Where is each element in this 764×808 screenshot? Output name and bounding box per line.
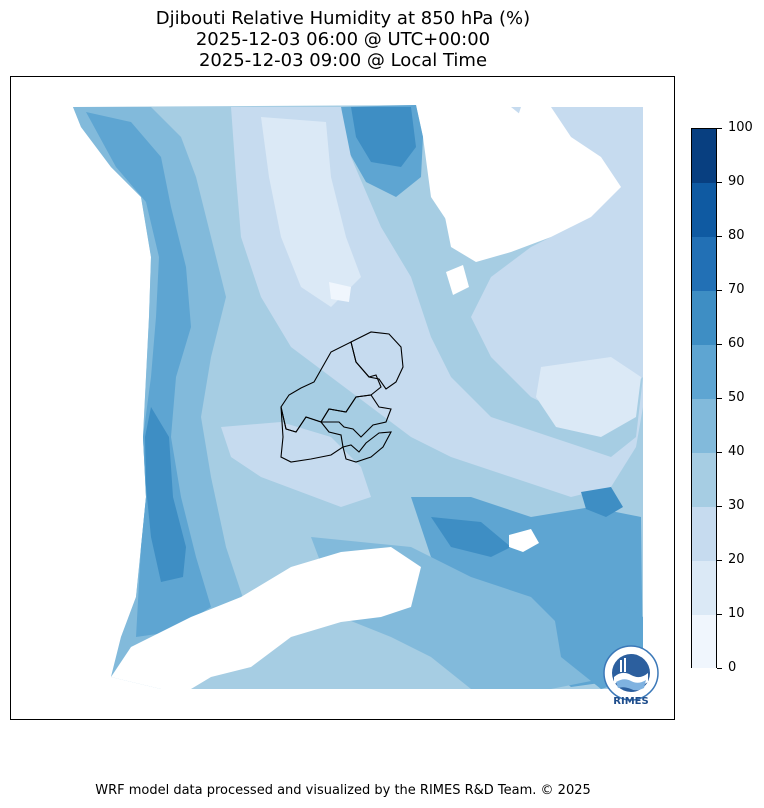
colorbar-label-60: 60 — [728, 336, 745, 351]
colorbar-tick-10 — [717, 614, 722, 615]
contour-east-10 — [536, 357, 641, 437]
colorbar-segment-10-20 — [692, 561, 716, 615]
no-data-north-east — [441, 107, 621, 262]
colorbar-segment-20-30 — [692, 507, 716, 561]
humidity-contour-map — [73, 105, 643, 689]
humidity-colorbar — [691, 128, 717, 668]
colorbar-tick-100 — [717, 128, 722, 129]
colorbar-label-40: 40 — [728, 444, 745, 459]
no-data-south — [111, 547, 421, 689]
colorbar-segment-80-90 — [692, 183, 716, 237]
colorbar-label-10: 10 — [728, 606, 745, 621]
colorbar-segment-50-60 — [692, 345, 716, 399]
colorbar-label-0: 0 — [728, 660, 737, 675]
map-panel[interactable] — [10, 76, 675, 720]
colorbar-tick-50 — [717, 398, 722, 399]
contour-center-10 — [261, 117, 361, 307]
contour-east-20 — [471, 107, 643, 417]
colorbar-segment-70-80 — [692, 237, 716, 291]
colorbar-segment-30-40 — [692, 453, 716, 507]
footer-credit: WRF model data processed and visualized … — [95, 783, 591, 798]
colorbar-label-70: 70 — [728, 282, 745, 297]
rimes-logo: RIMES — [600, 644, 662, 707]
colorbar-tick-80 — [717, 236, 722, 237]
colorbar-label-20: 20 — [728, 552, 745, 567]
djibouti-boundary — [280, 331, 404, 463]
no-data-north-blob — [446, 265, 469, 295]
colorbar-tick-60 — [717, 344, 722, 345]
colorbar-label-50: 50 — [728, 390, 745, 405]
colorbar-segment-60-70 — [692, 291, 716, 345]
colorbar-tick-30 — [717, 506, 722, 507]
colorbar-segment-90-100 — [692, 129, 716, 183]
map-title: Djibouti Relative Humidity at 850 hPa (%… — [0, 8, 686, 71]
colorbar-tick-40 — [717, 452, 722, 453]
colorbar-tick-20 — [717, 560, 722, 561]
title-local-time: 2025-12-03 09:00 @ Local Time — [198, 50, 488, 71]
no-data-east-blob — [509, 529, 539, 552]
contour-west-60 — [145, 407, 186, 582]
rimes-logo-text: RIMES — [613, 696, 648, 706]
colorbar-segment-0-10 — [692, 615, 716, 668]
title-variable: Djibouti Relative Humidity at 850 hPa (%… — [155, 8, 531, 29]
colorbar-label-80: 80 — [728, 228, 745, 243]
title-utc-time: 2025-12-03 06:00 @ UTC+00:00 — [195, 29, 491, 50]
contour-south-20 — [221, 422, 371, 507]
colorbar-tick-90 — [717, 182, 722, 183]
contour-north-60 — [351, 107, 416, 167]
contour-southeast-60 — [431, 517, 511, 557]
contour-center-0 — [329, 282, 351, 302]
colorbar-tick-70 — [717, 290, 722, 291]
contour-southeast-60b — [581, 487, 623, 517]
colorbar-label-100: 100 — [728, 120, 753, 135]
contour-west-50 — [86, 112, 211, 637]
colorbar-tick-0 — [717, 668, 722, 669]
colorbar-label-30: 30 — [728, 498, 745, 513]
colorbar-label-90: 90 — [728, 174, 745, 189]
colorbar-segment-40-50 — [692, 399, 716, 453]
